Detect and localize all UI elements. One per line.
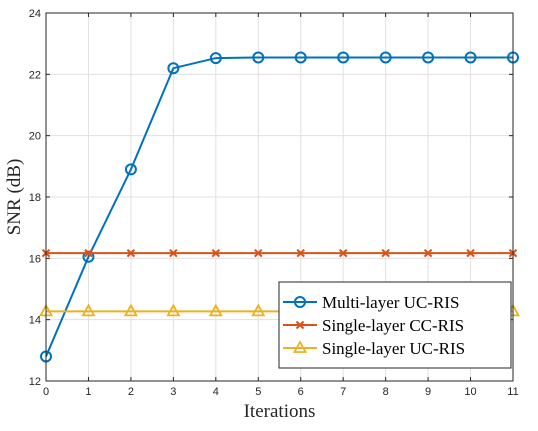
y-tick-label: 12 [29, 376, 41, 388]
data-point [379, 51, 392, 64]
legend-label: Single-layer UC-RIS [322, 339, 465, 358]
y-axis-label: SNR (dB) [4, 159, 25, 236]
series-2 [41, 248, 518, 258]
x-marker-stroke [126, 248, 136, 258]
y-tick-label: 16 [29, 253, 41, 265]
x-marker-stroke [254, 248, 263, 258]
y-tick-label: 18 [29, 192, 41, 204]
data-point [166, 303, 181, 317]
data-point [464, 51, 477, 64]
y-tick-label: 22 [29, 69, 41, 81]
x-marker-stroke [295, 320, 305, 330]
data-point [422, 51, 435, 64]
data-point [423, 248, 433, 258]
data-point [124, 163, 137, 176]
x-tick-label: 8 [383, 386, 389, 398]
x-tick-label: 3 [170, 386, 176, 398]
y-tick-label: 14 [29, 315, 41, 327]
data-point [84, 248, 93, 258]
data-point [251, 303, 266, 317]
x-tick-label: 4 [213, 386, 219, 398]
x-tick-label: 1 [85, 386, 91, 398]
x-tick-label: 0 [43, 386, 49, 398]
data-point [81, 303, 96, 317]
data-point [338, 248, 348, 258]
legend: Multi-layer UC-RIS Single-layer CC-RIS Sin… [278, 281, 512, 369]
x-tick-label: 11 [507, 386, 518, 398]
x-marker-stroke [169, 248, 178, 258]
x-marker-stroke [338, 248, 348, 258]
y-tick-label: 24 [29, 8, 41, 20]
data-point [208, 303, 223, 317]
x-marker-stroke [381, 248, 390, 258]
legend-marker [294, 296, 306, 308]
y-tick-label: 20 [29, 131, 41, 143]
data-point [167, 62, 180, 75]
legend-label: Multi-layer UC-RIS [322, 293, 459, 312]
legend-item-1: Multi-layer UC-RIS [283, 293, 459, 312]
x-marker-stroke [84, 248, 93, 258]
legend-item-2: Single-layer CC-RIS [283, 316, 464, 335]
data-point [211, 248, 221, 258]
x-axis-label: Iterations [244, 401, 316, 422]
legend-label: Single-layer CC-RIS [322, 316, 464, 335]
legend-marker [292, 340, 308, 353]
legend-marker [295, 320, 305, 330]
x-marker-stroke [296, 248, 305, 258]
x-marker-stroke [423, 248, 433, 258]
legend-box [278, 281, 512, 369]
data-point [381, 248, 390, 258]
data-point [296, 248, 305, 258]
x-tick-label: 2 [128, 386, 134, 398]
x-tick-label: 7 [340, 386, 346, 398]
legend-item-3: Single-layer UC-RIS [283, 339, 465, 358]
x-tick-label: 10 [464, 386, 476, 398]
data-point [466, 248, 475, 258]
data-point [209, 52, 222, 65]
data-point [294, 51, 307, 64]
x-tick-label: 5 [255, 386, 261, 398]
series-line [45, 56, 513, 357]
data-point [169, 248, 178, 258]
data-point [126, 248, 136, 258]
x-marker-stroke [211, 248, 221, 258]
x-tick-label: 6 [298, 386, 304, 398]
data-point [337, 51, 350, 64]
x-marker-stroke [466, 248, 475, 258]
x-tick-label: 9 [425, 386, 431, 398]
data-point [254, 248, 263, 258]
data-point [252, 51, 265, 64]
data-point [123, 303, 138, 317]
